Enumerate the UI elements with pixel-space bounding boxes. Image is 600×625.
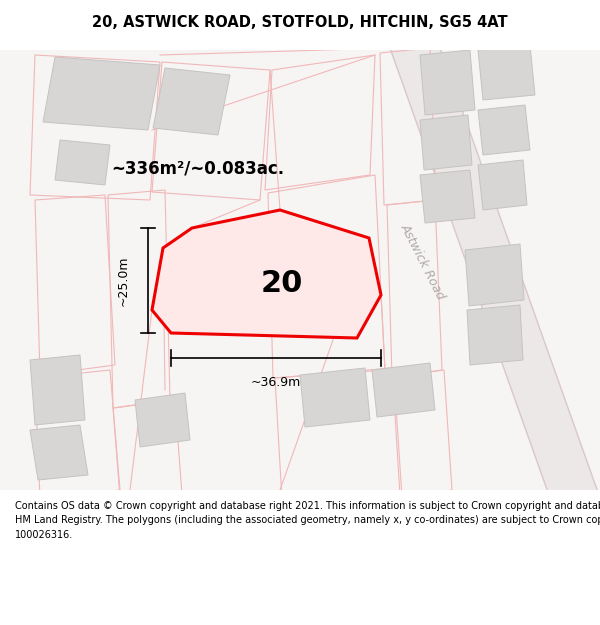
Polygon shape (478, 105, 530, 155)
Text: ~25.0m: ~25.0m (116, 255, 130, 306)
Polygon shape (465, 244, 524, 306)
Text: Map shows position and indicative extent of the property.: Map shows position and indicative extent… (120, 54, 480, 66)
Text: 20, ASTWICK ROAD, STOTFOLD, HITCHIN, SG5 4AT: 20, ASTWICK ROAD, STOTFOLD, HITCHIN, SG5… (92, 15, 508, 30)
Polygon shape (478, 160, 527, 210)
Polygon shape (420, 170, 475, 223)
Polygon shape (372, 363, 435, 417)
Polygon shape (55, 140, 110, 185)
Text: Contains OS data © Crown copyright and database right 2021. This information is : Contains OS data © Crown copyright and d… (15, 501, 600, 539)
Polygon shape (390, 48, 600, 498)
Polygon shape (30, 355, 85, 425)
Text: 20: 20 (261, 269, 304, 298)
Text: ~336m²/~0.083ac.: ~336m²/~0.083ac. (112, 160, 284, 177)
Polygon shape (300, 368, 370, 427)
Polygon shape (30, 425, 88, 480)
Polygon shape (420, 50, 475, 115)
Polygon shape (478, 45, 535, 100)
Polygon shape (43, 57, 160, 130)
Polygon shape (467, 305, 523, 365)
Polygon shape (153, 68, 230, 135)
Text: ~36.9m: ~36.9m (251, 376, 301, 389)
Polygon shape (420, 115, 472, 170)
Polygon shape (152, 210, 381, 338)
Polygon shape (135, 393, 190, 447)
Text: Astwick Road: Astwick Road (398, 221, 448, 301)
